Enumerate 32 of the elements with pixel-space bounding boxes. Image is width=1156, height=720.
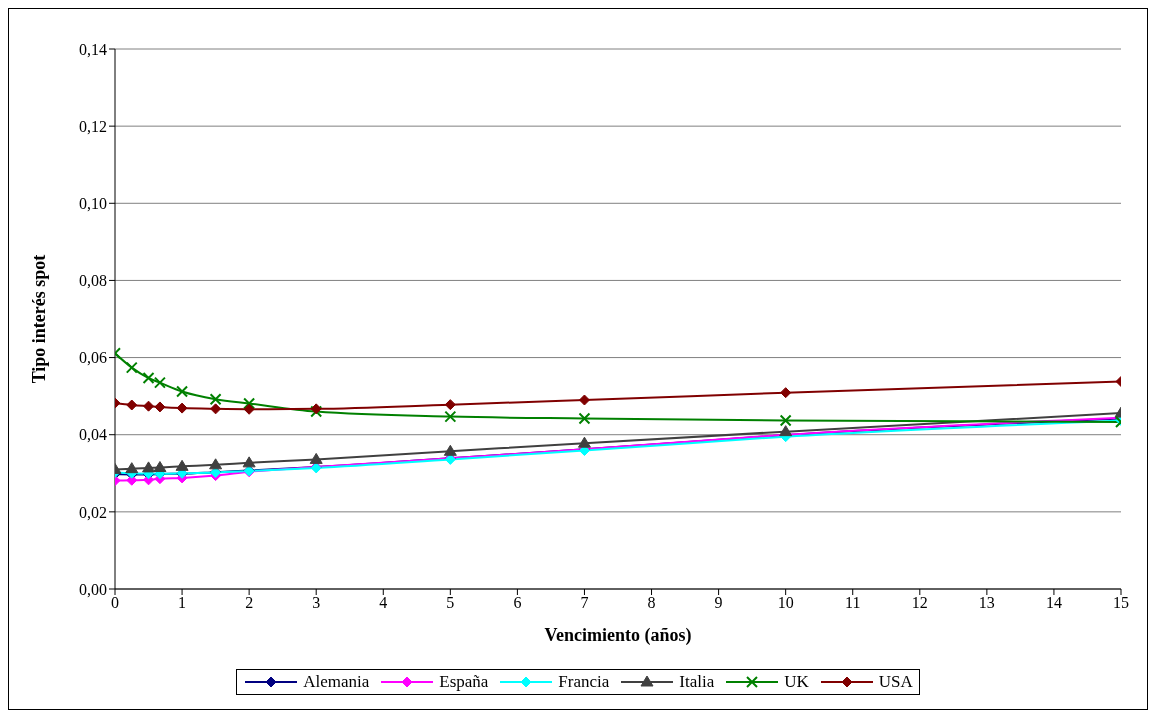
legend-label: UK <box>784 672 809 692</box>
x-tick-label: 13 <box>978 594 995 612</box>
legend-label: Alemania <box>303 672 370 692</box>
x-tick-label: 6 <box>513 594 522 612</box>
x-tick-label: 8 <box>647 594 656 612</box>
x-tick-label: 0 <box>111 594 119 612</box>
legend-label: USA <box>878 672 913 692</box>
y-axis-title: Tipo interés spot <box>29 254 50 384</box>
y-tick-label: 0,06 <box>79 349 107 367</box>
y-tick-label: 0,02 <box>79 503 107 521</box>
y-tick-label: 0,12 <box>79 117 107 135</box>
x-tick-label: 10 <box>777 594 794 612</box>
legend-label: Italia <box>679 672 715 692</box>
x-tick-label: 14 <box>1045 594 1062 612</box>
legend-label: España <box>439 672 489 692</box>
x-axis-title: Vencimiento (años) <box>544 625 692 646</box>
y-tick-label: 0,00 <box>79 580 107 598</box>
y-tick-label: 0,14 <box>79 40 107 58</box>
x-tick-label: 7 <box>580 594 589 612</box>
x-tick-label: 12 <box>911 594 928 612</box>
x-tick-label: 3 <box>312 594 321 612</box>
y-tick-label: 0,04 <box>79 426 107 444</box>
y-tick-label: 0,10 <box>79 194 107 212</box>
x-tick-label: 4 <box>379 594 388 612</box>
x-tick-label: 11 <box>845 594 861 612</box>
x-tick-label: 9 <box>714 594 723 612</box>
x-tick-label: 2 <box>245 594 254 612</box>
x-tick-label: 15 <box>1113 594 1129 612</box>
x-tick-label: 1 <box>178 594 187 612</box>
legend-label: Francia <box>558 672 610 692</box>
y-tick-label: 0,08 <box>79 272 107 290</box>
x-tick-label: 5 <box>446 594 455 612</box>
